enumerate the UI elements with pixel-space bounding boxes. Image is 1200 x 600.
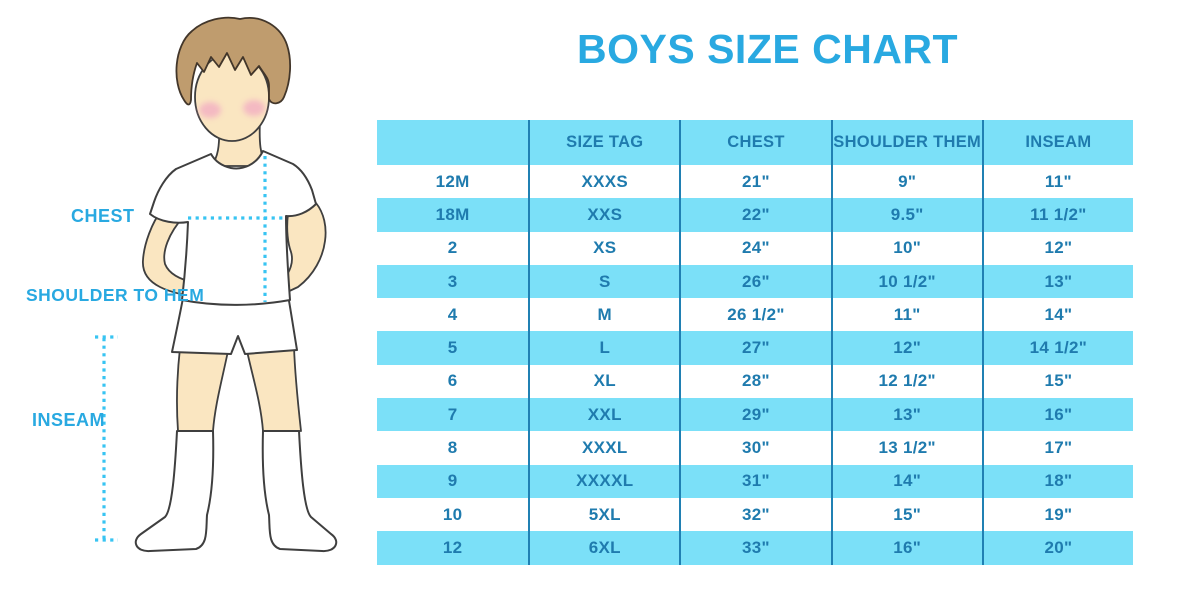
table-cell: 8 [447, 438, 458, 458]
table-cell: 12 [377, 531, 529, 565]
table-cell: 26 1/2" [679, 298, 830, 332]
table-cell: 19" [981, 497, 1133, 532]
table-cell: 14 1/2" [981, 331, 1133, 365]
boy-right-cheek-blush [243, 100, 265, 116]
table-cell: L [528, 331, 680, 365]
table-cell: 20" [981, 531, 1133, 565]
table-cell: 9" [830, 165, 982, 199]
boy-left-sock [134, 430, 215, 553]
table-header-cell [377, 120, 529, 165]
inseam-measure-line [95, 335, 118, 542]
table-cell: 32" [679, 497, 830, 532]
table-cell: 9.5" [830, 198, 982, 232]
boy-illustration [95, 16, 338, 553]
table-cell: 5XL [528, 497, 679, 532]
table-cell: 16" [830, 531, 982, 565]
table-cell: 18M [377, 198, 529, 232]
table-cell: XS [528, 231, 679, 265]
boy-left-leg [176, 347, 229, 432]
table-cell: 24" [679, 231, 830, 265]
size-table: SIZE TAG CHEST SHOULDER THEM INSEAM 12M XXXS 2… [377, 120, 1133, 565]
table-cell: XXL [528, 398, 680, 432]
table-cell: 4 [447, 304, 458, 324]
table-cell: 7 [377, 398, 529, 432]
table-cell: 6 [447, 371, 458, 391]
boy-left-arm [142, 209, 197, 298]
table-cell: 30" [679, 431, 830, 465]
shoulder-to-hem-label: SHOULDER TO HEM [26, 285, 205, 305]
table-cell: 33" [679, 531, 831, 565]
table-header-cell: SIZE TAG [528, 120, 680, 165]
page-title: BOYS SIZE CHART [577, 26, 959, 72]
table-cell: 13 1/2" [830, 431, 982, 465]
table-cell: 29" [679, 398, 831, 432]
table-cell: 17" [981, 431, 1133, 465]
table-cell: 11" [981, 165, 1133, 199]
boy-hair [175, 16, 291, 106]
boy-right-leg [246, 346, 302, 432]
table-header-cell: CHEST [679, 120, 831, 165]
table-cell: XXXL [528, 431, 679, 465]
table-cell: XXXS [528, 165, 679, 199]
table-cell: 27" [679, 331, 831, 365]
table-cell: 22" [679, 198, 831, 232]
table-cell: 26" [679, 264, 831, 299]
table-cell: 9 [377, 464, 529, 498]
table-cell: 28" [679, 364, 830, 399]
table-cell: 10 [442, 504, 463, 524]
chest-label: CHEST [71, 206, 135, 226]
table-cell: 3 [377, 264, 529, 299]
table-cell: 31" [679, 464, 831, 498]
table-cell: 14" [981, 298, 1133, 332]
inseam-label: INSEAM [32, 410, 106, 430]
table-cell: S [528, 264, 680, 299]
table-cell: M [528, 298, 679, 332]
boy-left-cheek-blush [199, 102, 221, 118]
table-cell: 5 [377, 331, 529, 365]
table-header-cell: INSEAM [981, 120, 1133, 165]
table-cell: XXXXL [528, 464, 680, 498]
table-cell: 13" [830, 398, 982, 432]
table-header-cell: SHOULDER THEM [830, 120, 982, 165]
table-cell: 13" [981, 264, 1133, 299]
table-cell: 11" [830, 298, 982, 332]
boy-shirt [149, 150, 317, 306]
table-cell: 18" [981, 464, 1133, 498]
table-cell: 6XL [528, 531, 680, 565]
table-cell: 15" [830, 497, 982, 532]
table-cell: XL [528, 364, 679, 399]
table-cell: 12" [981, 231, 1133, 265]
table-cell: 21" [679, 165, 830, 199]
boy-shorts [171, 294, 298, 355]
table-cell: 11 1/2" [981, 198, 1133, 232]
table-cell: 15" [981, 364, 1133, 399]
table-cell: 12 1/2" [830, 364, 982, 399]
table-cell: 12" [830, 331, 982, 365]
table-cell: 10 1/2" [830, 264, 982, 299]
table-cell: 12M [435, 171, 470, 191]
table-cell: XXS [528, 198, 680, 232]
table-cell: 16" [981, 398, 1133, 432]
table-cell: 10" [830, 231, 982, 265]
boy-right-sock [261, 430, 338, 553]
table-cell: 2 [447, 238, 458, 258]
table-cell: 14" [830, 464, 982, 498]
